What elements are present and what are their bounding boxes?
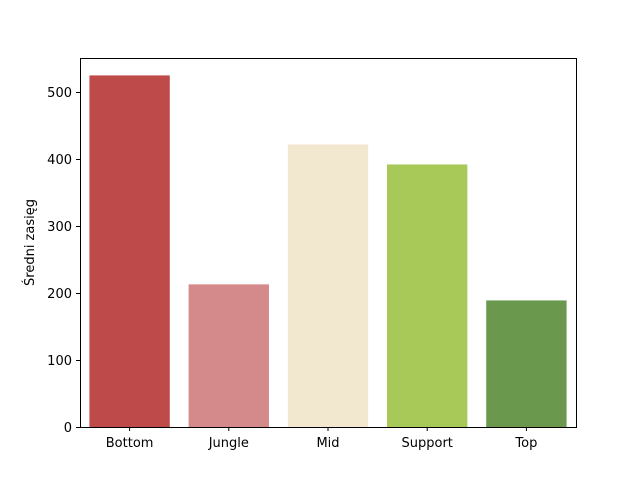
x-tick-label: Mid	[316, 436, 339, 451]
plot-frame	[80, 58, 577, 428]
y-tick-label: 500	[47, 86, 72, 101]
bars-group	[89, 75, 567, 427]
y-axis-label: Średni zasięg	[22, 199, 38, 286]
bar-mid	[287, 144, 369, 427]
x-axis-ticks: Bottom Jungle Mid Support Top	[106, 427, 537, 451]
bar-top	[486, 300, 567, 427]
y-axis-ticks: 0 100 200 300 400 500	[47, 86, 80, 436]
y-tick-label: 200	[47, 287, 72, 302]
bar-support	[387, 164, 468, 427]
y-tick-label: 0	[64, 421, 72, 436]
y-tick-label: 300	[47, 220, 72, 235]
bar-bottom	[89, 75, 170, 427]
y-tick-label: 100	[47, 354, 72, 369]
x-tick-label: Support	[402, 436, 453, 451]
x-tick-label: Jungle	[208, 436, 249, 451]
y-tick-label: 400	[47, 153, 72, 168]
x-tick-label: Bottom	[106, 436, 154, 451]
bar-jungle	[188, 284, 269, 427]
x-tick-label: Top	[514, 436, 537, 451]
